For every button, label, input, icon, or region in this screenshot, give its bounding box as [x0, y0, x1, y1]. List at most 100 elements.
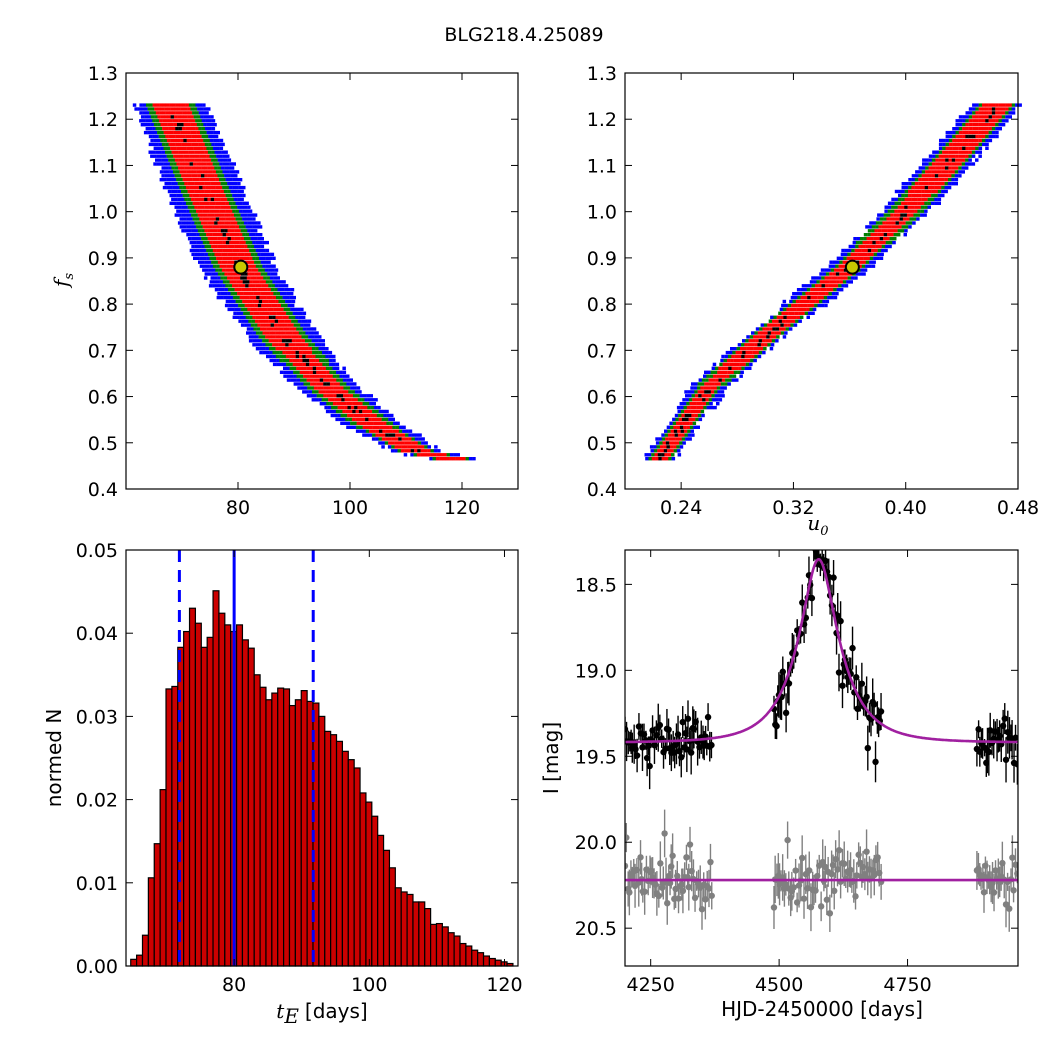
p1-cell-1174: [212, 233, 217, 237]
p1-cell-56: [420, 445, 425, 449]
p2-cell-424: [804, 303, 808, 308]
p1-cell-1929: [132, 103, 137, 107]
p1-cell-1411: [199, 193, 203, 198]
p1-cell-1770: [208, 134, 212, 139]
p1-cell-1650: [189, 154, 194, 158]
p1-cell-715: [263, 311, 267, 315]
p2-cell-102: [695, 417, 699, 422]
p1-cell-21: [430, 453, 434, 457]
p2-cell-1034: [958, 134, 963, 139]
p1-cell-846: [234, 288, 239, 292]
p1-cell-313: [307, 386, 311, 390]
p1-cell-1577: [191, 166, 195, 170]
p1-cell-1798: [152, 127, 156, 131]
p1-cell-1095: [262, 248, 266, 253]
p2-cell-691: [878, 225, 882, 229]
p2-cell-1123: [1008, 115, 1012, 119]
p1-cell-1461: [205, 185, 210, 190]
p1-cell-719: [276, 311, 280, 315]
p2-cell-543: [827, 268, 831, 272]
p1-cell-1670: [174, 150, 179, 154]
p2-cell-25: [670, 449, 674, 453]
p2-cell-452: [817, 295, 821, 300]
p2-cell-568: [871, 264, 876, 268]
p1-cell-1833: [193, 123, 197, 127]
p2-cell-593: [869, 256, 874, 260]
p1-cell-511: [262, 347, 266, 351]
p2-cell-374: [768, 319, 773, 323]
p2-cell-285: [729, 350, 733, 355]
p1-cell-1801: [162, 127, 166, 131]
p1-cell-187: [353, 413, 358, 418]
p2-cell-894: [918, 170, 922, 174]
p2-cell-823: [921, 189, 925, 194]
p1-cell-660: [303, 323, 308, 327]
p1-cell-1796: [145, 127, 150, 131]
p2-cell-427: [814, 303, 818, 308]
p1-cell-1598: [179, 162, 184, 166]
p2-cell-909: [921, 166, 926, 170]
p2-cell-647: [885, 240, 890, 245]
p1-cell-1136: [245, 240, 250, 245]
p2-cell-50: [665, 437, 669, 441]
p1-cell-1589: [230, 166, 235, 170]
p1-cell-252: [311, 398, 316, 402]
p2-cell-417: [781, 303, 785, 308]
p2-cell-1156: [982, 103, 986, 107]
p1-cell-451: [286, 358, 290, 363]
p1-cell-684: [232, 315, 237, 319]
p3-bar-7: [171, 685, 179, 967]
p1-cell-541: [285, 343, 289, 347]
p1-cell-44: [437, 449, 441, 453]
p3-bar-3: [147, 877, 155, 967]
p1-cell-1309: [253, 213, 258, 217]
p2-cell-476: [810, 288, 814, 292]
p1-cell-1760: [175, 134, 179, 139]
p4-point-245: [822, 863, 829, 871]
p2-cell-803: [904, 193, 909, 198]
p1-cell-756: [241, 303, 245, 308]
p2-cell-1126: [972, 111, 976, 115]
p2-cell-1124: [965, 111, 969, 115]
p1-cell-1339: [194, 205, 198, 209]
p1-cell-513: [269, 347, 273, 351]
p2-cell-182: [697, 386, 701, 390]
p1-cell-279: [329, 394, 334, 398]
p1-cell-1142: [265, 240, 269, 245]
p2-cell-689: [871, 225, 876, 229]
p1-cell-889: [213, 280, 217, 284]
p1-cell-919: [233, 276, 238, 280]
p1-cell-1726: [211, 142, 215, 147]
p1-cell-1573: [178, 166, 182, 170]
p1-cell-316: [317, 386, 321, 390]
p1-cell-476: [299, 354, 303, 359]
p4-point-35: [678, 754, 685, 761]
p2-cell-357: [772, 327, 776, 331]
p1-cell-1473: [164, 182, 168, 186]
p4-point-95: [830, 574, 837, 581]
p2-cell-201: [724, 382, 728, 386]
p1-cell-132: [366, 425, 370, 429]
p4-point-14: [643, 754, 651, 762]
p1-cell-144: [340, 421, 344, 425]
p1-cell-1657: [212, 154, 217, 158]
p2-cell-339: [776, 335, 780, 339]
p2-cell-451: [813, 295, 818, 300]
p4-point-303: [1006, 905, 1013, 912]
p1-cell-118: [385, 429, 390, 433]
p1-cell-1741: [186, 138, 191, 143]
p1-cell-23: [436, 453, 441, 457]
p3-bar-38: [353, 767, 361, 967]
p2-cell-605: [867, 252, 871, 257]
p2-cell-649: [892, 240, 896, 245]
p2-cell-167: [721, 394, 725, 398]
p1-cell-524: [305, 347, 309, 351]
p1-cell-312: [303, 386, 308, 390]
p1-cell-926: [256, 276, 261, 280]
p2-cell-477: [813, 288, 817, 292]
p2-cell-266: [736, 358, 741, 363]
p1-cell-942: [234, 272, 238, 276]
p1-cell-1930: [139, 103, 143, 107]
p3-bar-10: [188, 607, 197, 967]
p1-cell-277: [323, 394, 327, 398]
